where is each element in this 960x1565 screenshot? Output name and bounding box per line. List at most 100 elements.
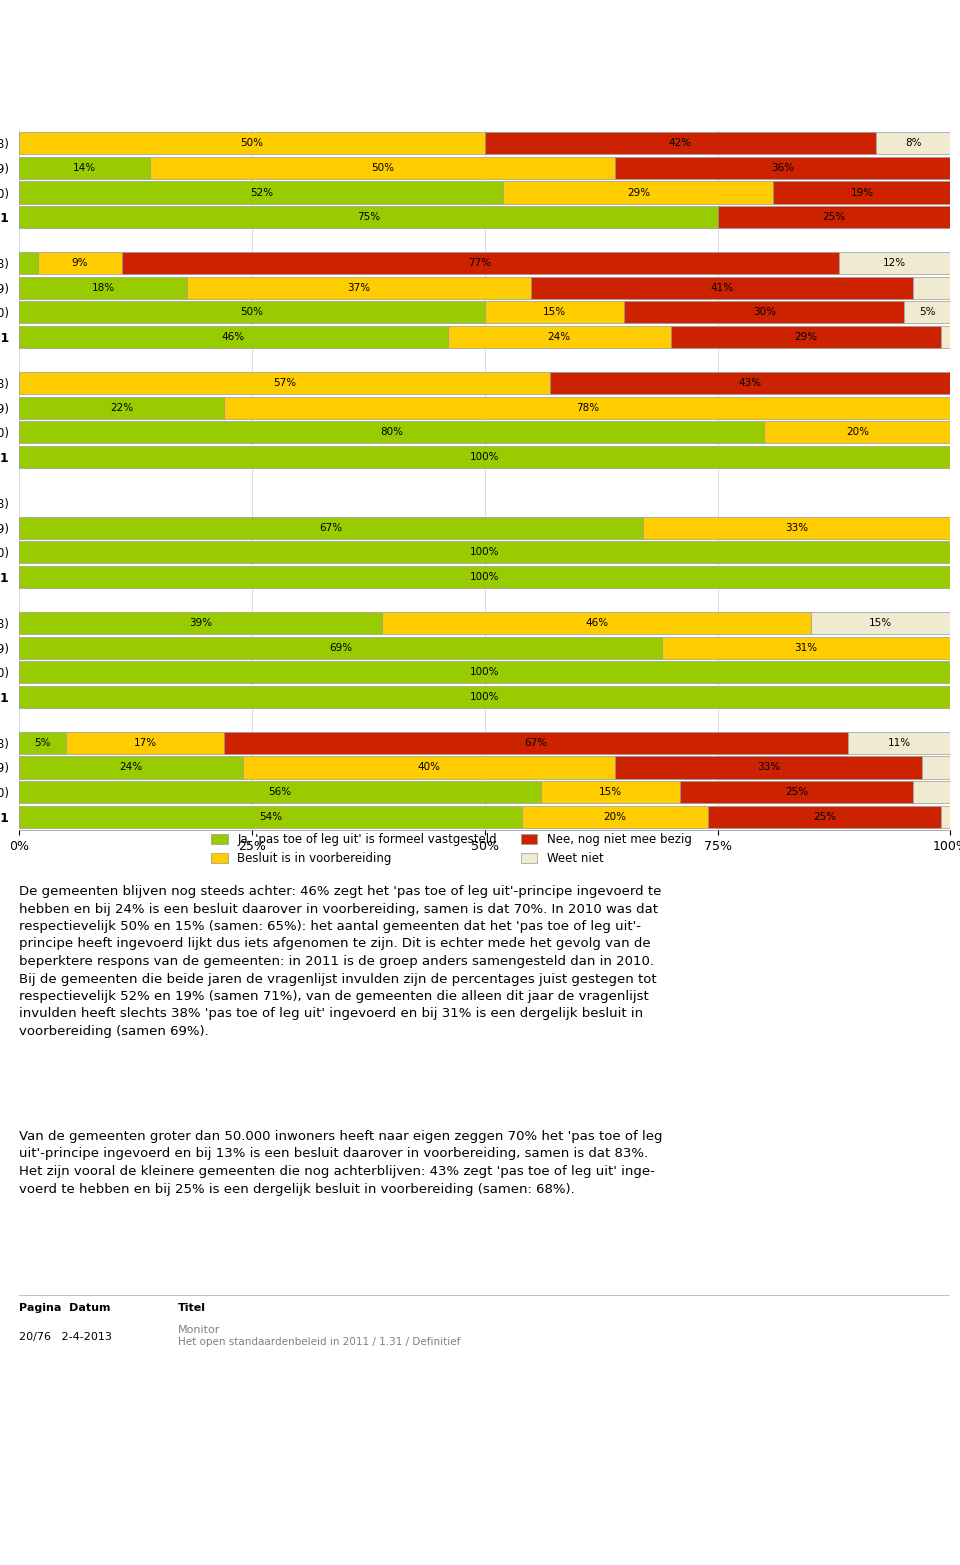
Text: 25%: 25%	[785, 787, 808, 797]
Bar	[522, 806, 708, 828]
Text: 41%: 41%	[710, 283, 733, 293]
Text: 24%: 24%	[548, 332, 571, 343]
Bar	[224, 396, 950, 419]
Bar	[65, 732, 224, 754]
Bar	[19, 660, 950, 684]
Bar	[839, 252, 950, 274]
Bar	[904, 302, 950, 324]
Text: 24%: 24%	[119, 762, 142, 773]
Bar	[19, 612, 382, 634]
Text: 5%: 5%	[35, 737, 51, 748]
Bar	[19, 326, 447, 347]
Text: 77%: 77%	[468, 258, 492, 268]
Text: 39%: 39%	[189, 618, 212, 628]
Text: 80%: 80%	[380, 427, 403, 437]
Text: 75%: 75%	[357, 213, 380, 222]
Bar	[540, 781, 681, 803]
Bar	[243, 756, 615, 778]
Bar	[941, 326, 950, 347]
Bar	[532, 277, 913, 299]
Text: 50%: 50%	[241, 138, 263, 149]
Bar	[923, 756, 950, 778]
Bar	[550, 372, 950, 394]
Text: 31%: 31%	[795, 643, 818, 653]
Legend: Ja, 'pas toe of leg uit' is formeel vastgesteld, Besluit is in voorbereiding, Ne: Ja, 'pas toe of leg uit' is formeel vast…	[211, 833, 691, 865]
Text: 100%: 100%	[470, 548, 499, 557]
Text: 15%: 15%	[869, 618, 892, 628]
Bar	[615, 156, 950, 178]
Bar	[19, 421, 764, 443]
Text: 14%: 14%	[73, 163, 96, 172]
Text: 42%: 42%	[669, 138, 692, 149]
Bar	[19, 685, 950, 707]
Bar	[382, 612, 810, 634]
Bar	[764, 421, 950, 443]
Bar	[19, 732, 65, 754]
Bar	[485, 302, 624, 324]
Text: 29%: 29%	[627, 188, 650, 197]
Text: 37%: 37%	[348, 283, 371, 293]
Text: 40%: 40%	[418, 762, 441, 773]
Text: 25%: 25%	[813, 812, 836, 822]
Bar	[447, 326, 671, 347]
Bar	[708, 806, 941, 828]
Text: 56%: 56%	[269, 787, 292, 797]
Bar	[150, 156, 615, 178]
Text: 33%: 33%	[785, 523, 808, 532]
Bar	[19, 372, 550, 394]
Bar	[19, 252, 37, 274]
Bar	[485, 131, 876, 155]
Bar	[19, 567, 950, 588]
Text: 67%: 67%	[320, 523, 343, 532]
Bar	[19, 396, 224, 419]
Text: 12%: 12%	[883, 258, 906, 268]
Text: 50%: 50%	[241, 307, 263, 318]
Text: 33%: 33%	[757, 762, 780, 773]
Text: Pagina  Datum: Pagina Datum	[19, 1304, 110, 1313]
Bar	[224, 732, 848, 754]
Text: 100%: 100%	[470, 452, 499, 462]
Text: Het open standaardenbeleid in 2011 / 1.31 / Definitief: Het open standaardenbeleid in 2011 / 1.3…	[178, 1337, 460, 1347]
Bar	[913, 277, 950, 299]
Text: De gemeenten blijven nog steeds achter: 46% zegt het 'pas toe of leg uit'-princi: De gemeenten blijven nog steeds achter: …	[19, 884, 661, 1038]
Bar	[19, 182, 503, 203]
Bar	[187, 277, 531, 299]
Bar	[671, 326, 941, 347]
Bar	[19, 156, 150, 178]
Text: 100%: 100%	[470, 667, 499, 678]
Text: 46%: 46%	[222, 332, 245, 343]
Text: 5%: 5%	[919, 307, 935, 318]
Text: 20%: 20%	[604, 812, 627, 822]
Text: 67%: 67%	[524, 737, 547, 748]
Bar	[774, 182, 950, 203]
Bar	[19, 781, 540, 803]
Text: 52%: 52%	[250, 188, 273, 197]
Bar	[643, 516, 950, 538]
Bar	[19, 806, 522, 828]
Bar	[19, 302, 485, 324]
Bar	[19, 756, 243, 778]
Text: 8%: 8%	[905, 138, 922, 149]
Bar	[19, 541, 950, 563]
Text: 15%: 15%	[599, 787, 622, 797]
Text: Monitor: Monitor	[178, 1326, 220, 1335]
Bar	[37, 252, 122, 274]
Text: 15%: 15%	[543, 307, 566, 318]
Text: 69%: 69%	[329, 643, 352, 653]
Bar	[122, 252, 839, 274]
Bar	[941, 806, 950, 828]
Bar	[19, 277, 187, 299]
Text: 100%: 100%	[470, 571, 499, 582]
Text: 30%: 30%	[753, 307, 776, 318]
Text: 43%: 43%	[738, 379, 761, 388]
Bar	[810, 612, 950, 634]
Text: Titel: Titel	[178, 1304, 205, 1313]
Bar	[19, 446, 950, 468]
Text: 20/76   2-4-2013: 20/76 2-4-2013	[19, 1332, 112, 1341]
Bar	[615, 756, 923, 778]
Text: Van de gemeenten groter dan 50.000 inwoners heeft naar eigen zeggen 70% het 'pas: Van de gemeenten groter dan 50.000 inwon…	[19, 1130, 662, 1196]
Text: 100%: 100%	[470, 692, 499, 701]
Bar	[848, 732, 950, 754]
Bar	[19, 207, 718, 228]
Text: 46%: 46%	[585, 618, 608, 628]
